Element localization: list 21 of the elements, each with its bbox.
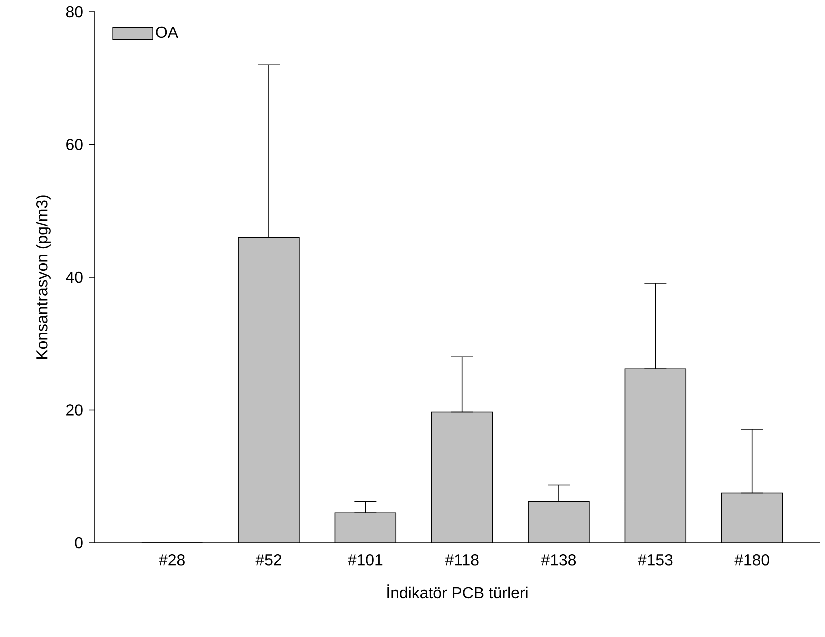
y-tick-label: 20: [66, 404, 83, 416]
y-tick-label: 80: [66, 6, 83, 18]
y-tick-label: 40: [66, 272, 83, 284]
y-tick-label: 0: [75, 537, 83, 549]
x-tick-label: #180: [734, 554, 770, 566]
x-tick-label: #101: [348, 554, 383, 566]
bar: [528, 502, 590, 543]
bar: [238, 238, 300, 543]
x-tick-label: #28: [159, 554, 185, 566]
x-tick-label: #153: [638, 554, 673, 566]
bar: [432, 412, 493, 543]
x-tick-label: #118: [445, 554, 479, 566]
x-tick-label: #138: [541, 554, 576, 566]
bar: [335, 513, 396, 543]
y-axis-title: Konsantrasyon (pg/m3): [36, 196, 51, 360]
bar: [625, 369, 686, 543]
legend-label: OA: [156, 26, 178, 38]
bar: [721, 492, 784, 543]
y-tick-label: 60: [66, 139, 83, 150]
x-axis-title: İndikatör PCB türleri: [388, 584, 528, 599]
x-tick-label: #52: [256, 554, 282, 566]
